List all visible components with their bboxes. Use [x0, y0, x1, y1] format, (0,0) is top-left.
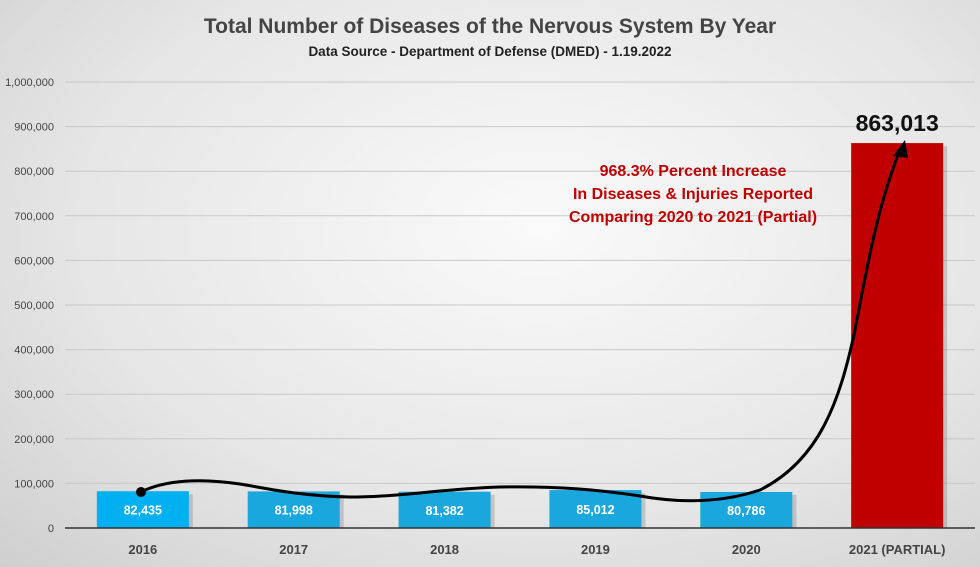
- bar-2020: [700, 491, 793, 528]
- bar-2019: [549, 490, 642, 528]
- x-tick-label: 2016: [128, 542, 157, 557]
- x-tick-label: 2020: [732, 542, 761, 557]
- bar-2017: [247, 491, 340, 528]
- y-tick-label: 800,000: [14, 166, 54, 178]
- annotation-line: 968.3% Percent Increase: [600, 163, 787, 180]
- x-tick-label: 2017: [279, 542, 308, 557]
- y-tick-label: 900,000: [14, 122, 54, 134]
- annotation: 968.3% Percent Increase In Diseases & In…: [569, 163, 817, 226]
- y-tick-label: 700,000: [14, 211, 54, 223]
- y-tick-label: 600,000: [14, 255, 54, 267]
- trend-start-dot: [136, 487, 146, 497]
- x-tick-label: 2018: [430, 542, 459, 557]
- x-tick-label: 2019: [581, 542, 610, 557]
- chart-subtitle: Data Source - Department of Defense (DME…: [308, 44, 671, 59]
- arrowhead-icon: [893, 140, 908, 158]
- data-label: 81,998: [275, 504, 313, 518]
- annotation-line: In Diseases & Injuries Reported: [573, 186, 813, 203]
- chart-title: Total Number of Diseases of the Nervous …: [204, 15, 776, 38]
- annotation-line: Comparing 2020 to 2021 (Partial): [569, 209, 817, 226]
- data-label: 80,786: [727, 504, 765, 518]
- y-tick-label: 100,000: [14, 478, 54, 490]
- data-label: 82,435: [124, 504, 162, 518]
- data-label: 863,013: [856, 110, 939, 136]
- data-label: 85,012: [576, 503, 614, 517]
- data-label: 81,382: [425, 504, 463, 518]
- y-tick-label: 400,000: [14, 345, 54, 357]
- bar-2018: [398, 491, 491, 528]
- bar-2016: [96, 491, 189, 528]
- y-tick-label: 0: [48, 523, 54, 535]
- y-tick-label: 200,000: [14, 434, 54, 446]
- y-tick-label: 1,000,000: [5, 77, 54, 89]
- y-tick-label: 500,000: [14, 300, 54, 312]
- y-tick-label: 300,000: [14, 389, 54, 401]
- trend-arrow: [140, 149, 902, 503]
- x-tick-label: 2021 (PARTIAL): [849, 542, 946, 557]
- bar-2021 (PARTIAL): [851, 143, 944, 529]
